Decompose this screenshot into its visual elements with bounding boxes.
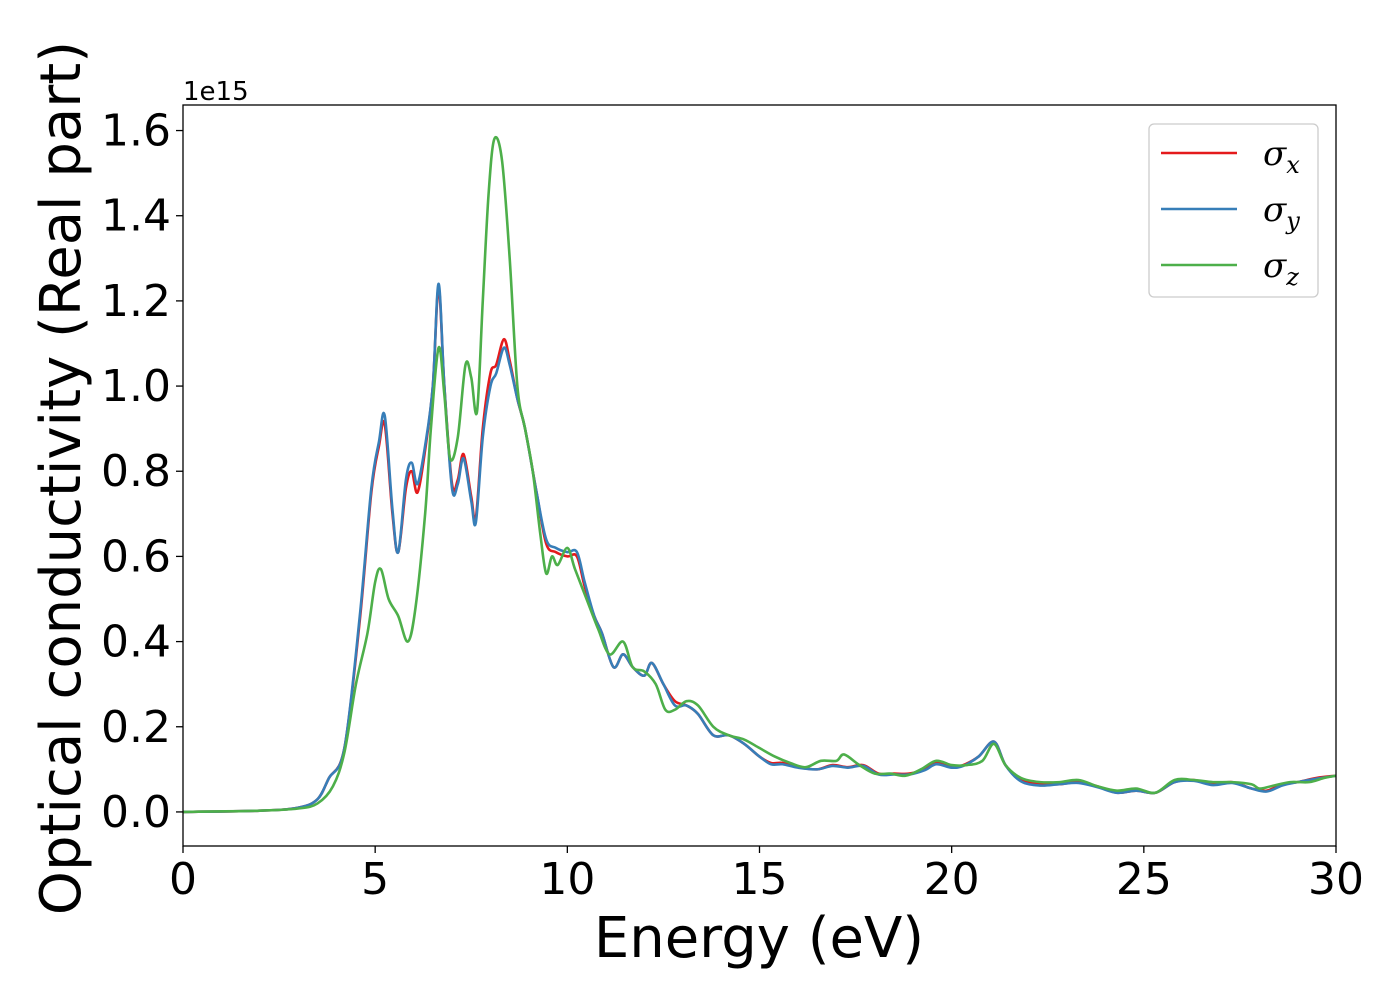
- y-tick-label: 1.0: [101, 361, 171, 412]
- x-axis-title: Energy (eV): [594, 906, 924, 971]
- y-tick-label: 1.6: [101, 106, 171, 157]
- legend-entry-x: σx: [1263, 134, 1300, 179]
- x-tick-label: 15: [732, 854, 788, 905]
- x-tick-label: 0: [169, 854, 197, 905]
- x-tick-label: 25: [1116, 854, 1172, 905]
- y-tick-label: 0.8: [101, 446, 171, 497]
- y-tick-label: 1.4: [101, 191, 171, 242]
- series-line-x: [183, 286, 1336, 814]
- y-tick-label: 0.6: [101, 531, 171, 582]
- y-tick-label: 1.2: [101, 276, 171, 327]
- x-tick-label: 10: [539, 854, 595, 905]
- series-line-z: [183, 135, 1336, 814]
- axes-layer: 0 5 10 15 20 25 30 0.0 0.2 0.4 0.6 0.8 1.0 1.2 1.4 1.6: [101, 104, 1364, 905]
- legend-box: [1148, 123, 1319, 298]
- y-offset-label: 1e15: [183, 77, 249, 107]
- y-tick-label: 0.4: [101, 617, 171, 668]
- legend-entry-y: σy: [1263, 190, 1300, 235]
- y-axis-title: Optical conductivity (Real part): [29, 41, 94, 915]
- y-tick-label: 0.2: [101, 702, 171, 753]
- legend-entry-z: σz: [1263, 246, 1299, 291]
- x-tick-label: 30: [1308, 854, 1364, 905]
- x-tick-label: 5: [361, 854, 389, 905]
- series-line-y: [183, 282, 1336, 814]
- plot-layer: [183, 135, 1336, 814]
- y-tick-label: 0.0: [101, 787, 171, 838]
- x-tick-label: 20: [924, 854, 980, 905]
- legend: σx σy σz: [1148, 123, 1319, 298]
